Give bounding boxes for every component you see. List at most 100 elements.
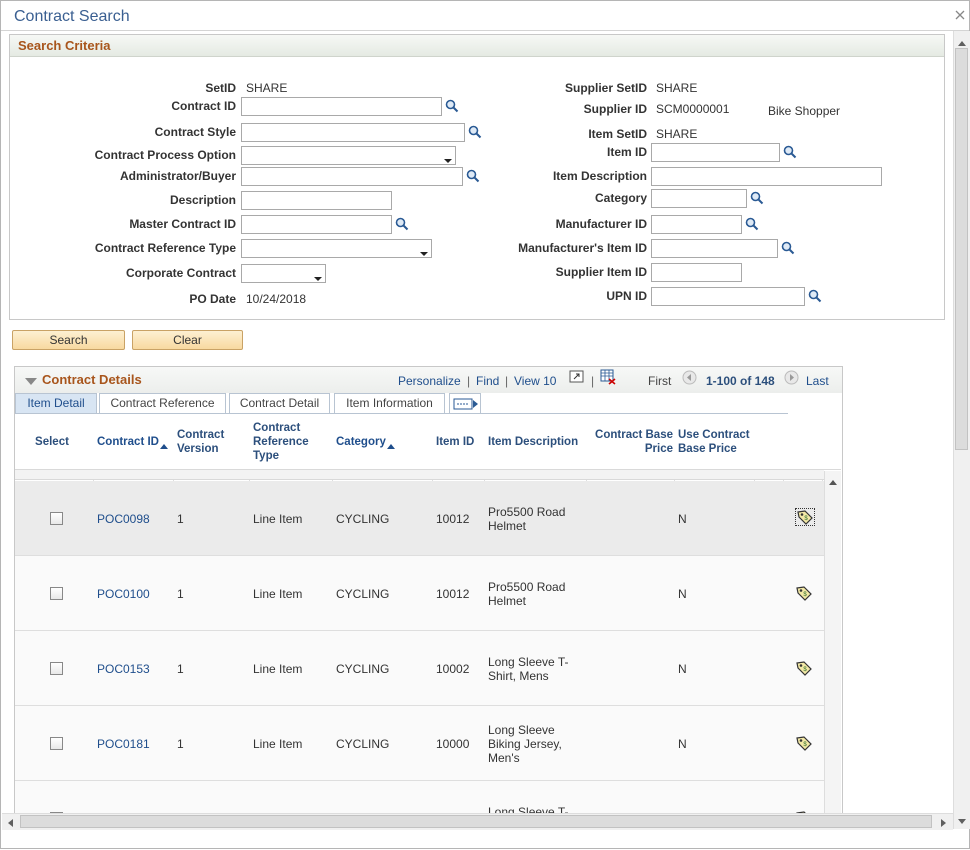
- checkbox[interactable]: [50, 737, 63, 750]
- price-icon[interactable]: $: [795, 508, 815, 526]
- nav-range: 1-100 of 148: [706, 374, 775, 388]
- column-header-text: Contract Reference Type: [253, 422, 309, 462]
- lookup-icon[interactable]: [395, 217, 409, 231]
- text-input[interactable]: [651, 215, 742, 234]
- show-all-tabs[interactable]: [449, 393, 481, 414]
- column-header-text: Category: [336, 436, 386, 448]
- download-icon-graphic: [600, 369, 616, 385]
- nav-link[interactable]: Find: [476, 374, 500, 388]
- nav-link[interactable]: View 10: [514, 374, 557, 388]
- text-input[interactable]: [241, 123, 465, 142]
- text-input[interactable]: [651, 239, 778, 258]
- lookup-icon[interactable]: [468, 125, 482, 139]
- button[interactable]: Search: [12, 330, 125, 350]
- column-header[interactable]: Contract ID: [97, 416, 172, 468]
- price-icon-graphic: $: [796, 661, 812, 676]
- lookup-icon[interactable]: [445, 99, 459, 113]
- checkbox[interactable]: [50, 812, 63, 813]
- nav-first[interactable]: First: [648, 374, 672, 388]
- text-input[interactable]: [651, 143, 780, 162]
- dropdown-arrow: [443, 153, 453, 163]
- field-label: Administrator/Buyer: [119, 169, 236, 183]
- price-icon[interactable]: $: [795, 585, 815, 603]
- grid-cell: N: [678, 781, 752, 814]
- next-button[interactable]: [784, 370, 799, 385]
- checkbox[interactable]: [50, 662, 63, 675]
- text-input[interactable]: [651, 263, 742, 282]
- nav-last[interactable]: Last: [806, 374, 829, 388]
- button[interactable]: Clear: [132, 330, 243, 350]
- tab[interactable]: Item Information: [334, 393, 445, 414]
- grid-cell: 10002: [436, 781, 482, 814]
- contract-link[interactable]: POC0153: [97, 661, 150, 676]
- dropdown[interactable]: [241, 146, 456, 165]
- checkbox[interactable]: [50, 587, 63, 600]
- dropdown[interactable]: [241, 239, 432, 258]
- text-input[interactable]: [651, 167, 882, 186]
- zoom-icon[interactable]: [569, 370, 585, 384]
- field-label: PO Date: [189, 292, 236, 306]
- price-icon[interactable]: $: [795, 660, 815, 678]
- contract-link[interactable]: POC0098: [97, 511, 150, 526]
- lookup-icon[interactable]: [466, 169, 480, 183]
- field-value: 10/24/2018: [246, 292, 307, 306]
- scroll-down[interactable]: [957, 815, 967, 824]
- grid-body: POC0098 1 Line Item CYCLING 10012 Pro5500 Roa…: [15, 481, 824, 813]
- scroll-up[interactable]: [957, 36, 967, 46]
- text-input[interactable]: [241, 191, 392, 210]
- prev-button[interactable]: [682, 370, 697, 385]
- scroll-thumb[interactable]: [955, 48, 968, 450]
- nav-link[interactable]: Personalize: [398, 374, 461, 388]
- contract-link[interactable]: POC0181: [97, 736, 150, 751]
- scroll-right-graphic: [941, 819, 946, 827]
- grid-cell: 1: [177, 661, 184, 676]
- grid-cell: 1: [177, 586, 184, 601]
- price-icon-graphic: $: [796, 586, 812, 601]
- lookup-icon[interactable]: [808, 289, 822, 303]
- scroll-thumb[interactable]: [20, 815, 932, 828]
- tab[interactable]: Contract Reference: [99, 393, 226, 414]
- criteria-box: [9, 34, 945, 320]
- title: Contract Search: [14, 8, 130, 25]
- text-input[interactable]: [651, 287, 805, 306]
- lookup-icon[interactable]: [745, 217, 759, 231]
- download-icon[interactable]: [600, 369, 616, 385]
- field-label: Supplier SetID: [564, 81, 647, 95]
- scroll-up[interactable]: [828, 475, 838, 485]
- dropdown[interactable]: [241, 264, 326, 283]
- text-input[interactable]: [241, 167, 463, 186]
- contract-link[interactable]: POC0207: [97, 781, 171, 814]
- field-label: Supplier Item ID: [555, 265, 647, 279]
- prev-button-graphic: [682, 370, 697, 385]
- svg-text:$: $: [803, 742, 807, 748]
- text-input[interactable]: [241, 97, 442, 116]
- close-button[interactable]: [955, 9, 967, 21]
- column-header[interactable]: Category: [336, 416, 431, 468]
- sort-ascending: [386, 439, 395, 449]
- contract-link[interactable]: POC0100: [97, 586, 150, 601]
- collapse-toggle[interactable]: [25, 375, 37, 385]
- price-icon[interactable]: $: [795, 735, 815, 753]
- field-label: Supplier ID: [583, 102, 647, 116]
- lookup-icon[interactable]: [783, 145, 797, 159]
- lookup-icon[interactable]: [750, 191, 764, 205]
- checkbox[interactable]: [50, 512, 63, 525]
- grid-cell: CYCLING: [336, 661, 390, 676]
- lookup-icon[interactable]: [781, 241, 795, 255]
- svg-text:$: $: [803, 667, 807, 673]
- text-input[interactable]: [651, 189, 747, 208]
- scroll-right[interactable]: [940, 817, 948, 827]
- lookup-icon-graphic: [750, 191, 764, 205]
- svg-text:$: $: [804, 516, 808, 522]
- criteria-header: [10, 35, 944, 57]
- separator: |: [591, 374, 595, 388]
- tab[interactable]: Contract Detail: [229, 393, 330, 414]
- price-icon[interactable]: $: [795, 810, 815, 813]
- text-input[interactable]: [241, 215, 392, 234]
- scroll-left[interactable]: [6, 817, 14, 827]
- title-divider: [1, 30, 969, 31]
- tab[interactable]: Item Detail: [15, 393, 97, 414]
- field-label: Item ID: [606, 145, 647, 159]
- show-all-tabs-graphic: [453, 398, 478, 410]
